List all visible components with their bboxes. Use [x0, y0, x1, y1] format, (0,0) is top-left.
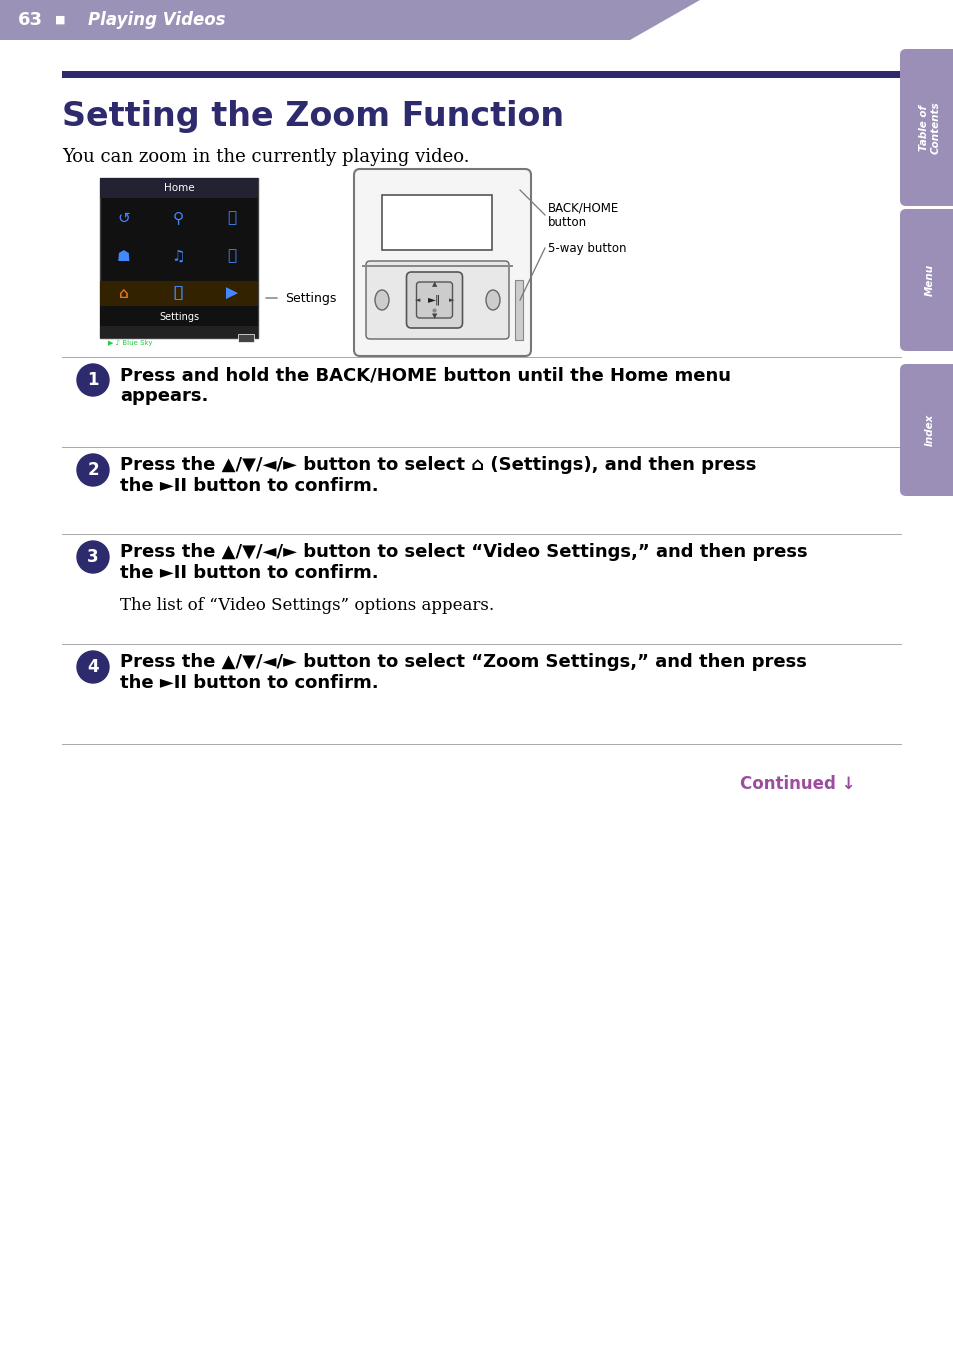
- Text: ⌂: ⌂: [119, 285, 129, 300]
- Text: Playing Videos: Playing Videos: [88, 11, 225, 29]
- Text: ▲: ▲: [432, 281, 436, 286]
- Text: 3: 3: [87, 548, 99, 566]
- Bar: [100, 178, 257, 338]
- Bar: [100, 281, 257, 306]
- Text: ☗: ☗: [117, 248, 131, 263]
- Circle shape: [77, 651, 109, 684]
- Text: Settings: Settings: [159, 312, 199, 322]
- Bar: [381, 195, 492, 249]
- FancyBboxPatch shape: [366, 262, 509, 338]
- Text: Press and hold the BACK/HOME button until the Home menu
appears.: Press and hold the BACK/HOME button unti…: [120, 366, 730, 404]
- Text: ▶ ♪ Blue Sky: ▶ ♪ Blue Sky: [108, 340, 152, 347]
- Ellipse shape: [485, 290, 499, 310]
- Text: ■: ■: [54, 15, 65, 25]
- Text: ↺: ↺: [117, 211, 131, 226]
- Text: You can zoom in the currently playing video.: You can zoom in the currently playing vi…: [62, 148, 469, 166]
- Circle shape: [77, 453, 109, 486]
- Text: Setting the Zoom Function: Setting the Zoom Function: [62, 100, 563, 133]
- Text: ▼: ▼: [432, 312, 436, 319]
- FancyBboxPatch shape: [899, 49, 953, 205]
- Text: ►‖: ►‖: [428, 295, 440, 306]
- Bar: [237, 334, 253, 342]
- Text: ♫: ♫: [171, 248, 185, 263]
- Text: The list of “Video Settings” options appears.: The list of “Video Settings” options app…: [120, 597, 494, 614]
- Text: 4: 4: [87, 658, 99, 675]
- Ellipse shape: [375, 290, 389, 310]
- Text: 63: 63: [17, 11, 43, 29]
- Text: BACK/HOME
button: BACK/HOME button: [547, 201, 618, 229]
- Text: ▶: ▶: [226, 285, 237, 300]
- Bar: [62, 71, 901, 78]
- Text: ►: ►: [448, 297, 454, 303]
- Text: 5-way button: 5-way button: [547, 241, 626, 255]
- Circle shape: [77, 364, 109, 396]
- FancyBboxPatch shape: [899, 364, 953, 496]
- Text: Continued ↓: Continued ↓: [740, 775, 855, 793]
- Text: ⌂: ⌂: [119, 285, 129, 300]
- Text: ⎗: ⎗: [227, 248, 236, 263]
- Text: ⚲: ⚲: [172, 211, 183, 226]
- Text: Press the ▲/▼/◄/► button to select “Zoom Settings,” and then press
the ►II butto: Press the ▲/▼/◄/► button to select “Zoom…: [120, 653, 806, 692]
- Text: 2: 2: [87, 460, 99, 480]
- FancyBboxPatch shape: [354, 169, 531, 356]
- FancyBboxPatch shape: [899, 210, 953, 351]
- Text: ▶: ▶: [226, 285, 237, 300]
- Text: ◄: ◄: [415, 297, 419, 303]
- Bar: [361, 264, 513, 267]
- Bar: [100, 178, 257, 199]
- Text: Menu: Menu: [924, 264, 934, 296]
- Text: Home: Home: [164, 184, 194, 193]
- Text: ⎙: ⎙: [173, 285, 182, 300]
- Text: Press the ▲/▼/◄/► button to select ⌂ (Settings), and then press
the ►II button t: Press the ▲/▼/◄/► button to select ⌂ (Se…: [120, 456, 756, 495]
- Bar: [100, 306, 257, 326]
- Text: Settings: Settings: [285, 292, 336, 304]
- Text: Press the ▲/▼/◄/► button to select “Video Settings,” and then press
the ►II butt: Press the ▲/▼/◄/► button to select “Vide…: [120, 543, 807, 582]
- Text: 1: 1: [87, 371, 99, 389]
- Text: Index: Index: [924, 414, 934, 447]
- Circle shape: [77, 541, 109, 573]
- Text: ⌚: ⌚: [227, 211, 236, 226]
- Polygon shape: [0, 0, 700, 40]
- FancyBboxPatch shape: [416, 282, 452, 318]
- Bar: [515, 279, 522, 340]
- FancyBboxPatch shape: [406, 273, 462, 327]
- Text: ⎙: ⎙: [173, 285, 182, 300]
- Text: Table of
Contents: Table of Contents: [919, 101, 940, 153]
- Bar: [100, 326, 257, 338]
